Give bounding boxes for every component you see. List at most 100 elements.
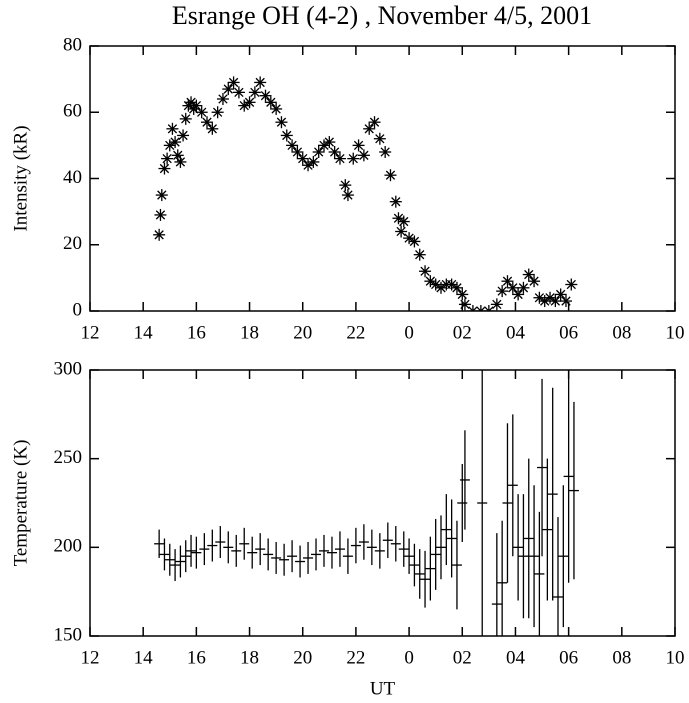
asterisk-point [419, 265, 432, 278]
asterisk-point [341, 189, 354, 202]
x-tick-label: 22 [346, 322, 365, 343]
asterisk-stroke [324, 137, 334, 147]
error-point [558, 485, 569, 628]
asterisk-stroke [385, 170, 396, 180]
marks [153, 76, 578, 311]
asterisk-point [222, 83, 235, 96]
asterisk-point [174, 155, 187, 168]
error-point [350, 527, 361, 564]
asterisk-stroke [561, 296, 571, 306]
asterisk-stroke [369, 117, 380, 127]
x-tick-label: 02 [453, 647, 472, 668]
error-point [255, 533, 266, 566]
asterisk-stroke [218, 94, 228, 104]
asterisk-stroke [566, 279, 576, 290]
asterisk-point [275, 116, 288, 129]
error-point [436, 515, 446, 580]
asterisk-point [501, 275, 514, 288]
asterisk-point [161, 152, 174, 165]
error-point [199, 533, 210, 566]
error-point [231, 534, 242, 567]
x-tick-label: 10 [666, 647, 685, 668]
asterisk-stroke [452, 283, 462, 293]
asterisk-stroke [484, 306, 490, 311]
error-point [491, 533, 502, 636]
asterisk-stroke [157, 190, 167, 200]
error-point [170, 549, 181, 582]
y-tick-label: 150 [54, 624, 83, 645]
asterisk-stroke [173, 150, 183, 160]
error-point [207, 529, 218, 562]
asterisk-point [339, 179, 352, 192]
x-tick-label: 0 [404, 322, 414, 343]
asterisk-point [270, 102, 283, 115]
error-point [529, 485, 540, 628]
error-point [358, 524, 369, 560]
asterisk-stroke [404, 233, 414, 243]
asterisk-stroke [276, 117, 287, 127]
x-tick-label: 06 [559, 322, 578, 343]
plot-frame [89, 45, 676, 312]
error-point [446, 499, 457, 578]
x-tick-label: 08 [612, 322, 631, 343]
x-tick-label: 14 [134, 322, 154, 343]
y-tick-label: 300 [54, 358, 83, 379]
asterisk-point [248, 86, 261, 99]
error-point [374, 533, 385, 569]
y-tick-label: 40 [63, 167, 82, 188]
error-point [239, 527, 250, 560]
error-point [425, 536, 436, 601]
marks [154, 370, 579, 636]
asterisk-point [195, 106, 208, 119]
asterisk-point [517, 281, 530, 294]
asterisk-stroke [154, 230, 164, 240]
asterisk-point [312, 146, 325, 158]
asterisk-stroke [534, 293, 545, 303]
error-point [154, 529, 165, 558]
asterisk-stroke [479, 306, 486, 311]
asterisk-stroke [457, 289, 467, 300]
asterisk-stroke [228, 77, 239, 88]
x-tick-label: 12 [81, 322, 100, 343]
asterisk-stroke [471, 306, 478, 311]
error-point [271, 542, 282, 574]
asterisk-stroke [155, 210, 166, 220]
error-point [451, 520, 462, 610]
asterisk-stroke [329, 147, 340, 157]
asterisk-point [397, 215, 410, 228]
asterisk-stroke [181, 114, 191, 124]
y-tick-label: 20 [63, 233, 82, 254]
asterisk-point [466, 305, 479, 311]
asterisk-point [559, 295, 572, 308]
asterisk-stroke [460, 299, 470, 310]
asterisk-stroke [364, 124, 374, 134]
asterisk-stroke [359, 150, 369, 160]
asterisk-point [211, 106, 224, 119]
asterisk-stroke [175, 157, 186, 167]
asterisk-stroke [508, 283, 518, 293]
asterisk-point [522, 268, 535, 281]
asterisk-point [264, 96, 277, 109]
asterisk-stroke [244, 97, 255, 107]
asterisk-point [323, 136, 336, 149]
y-axis-label: Temperature (K) [10, 440, 31, 567]
error-point [513, 494, 524, 601]
y-tick-label: 80 [63, 34, 82, 55]
asterisk-stroke [468, 306, 474, 311]
error-point [547, 387, 558, 601]
asterisk-stroke [260, 91, 271, 101]
asterisk-point [169, 136, 182, 149]
error-point [568, 401, 579, 580]
asterisk-stroke [550, 296, 561, 306]
error-point [441, 494, 452, 566]
asterisk-point [496, 285, 509, 298]
x-tick-label: 16 [187, 647, 206, 668]
error-point [223, 531, 234, 564]
asterisk-point [153, 228, 166, 241]
error-point [326, 536, 337, 569]
asterisk-point [177, 129, 190, 142]
asterisk-stroke [529, 276, 539, 286]
error-point [404, 538, 415, 574]
asterisk-stroke [159, 163, 170, 174]
asterisk-stroke [202, 117, 212, 127]
